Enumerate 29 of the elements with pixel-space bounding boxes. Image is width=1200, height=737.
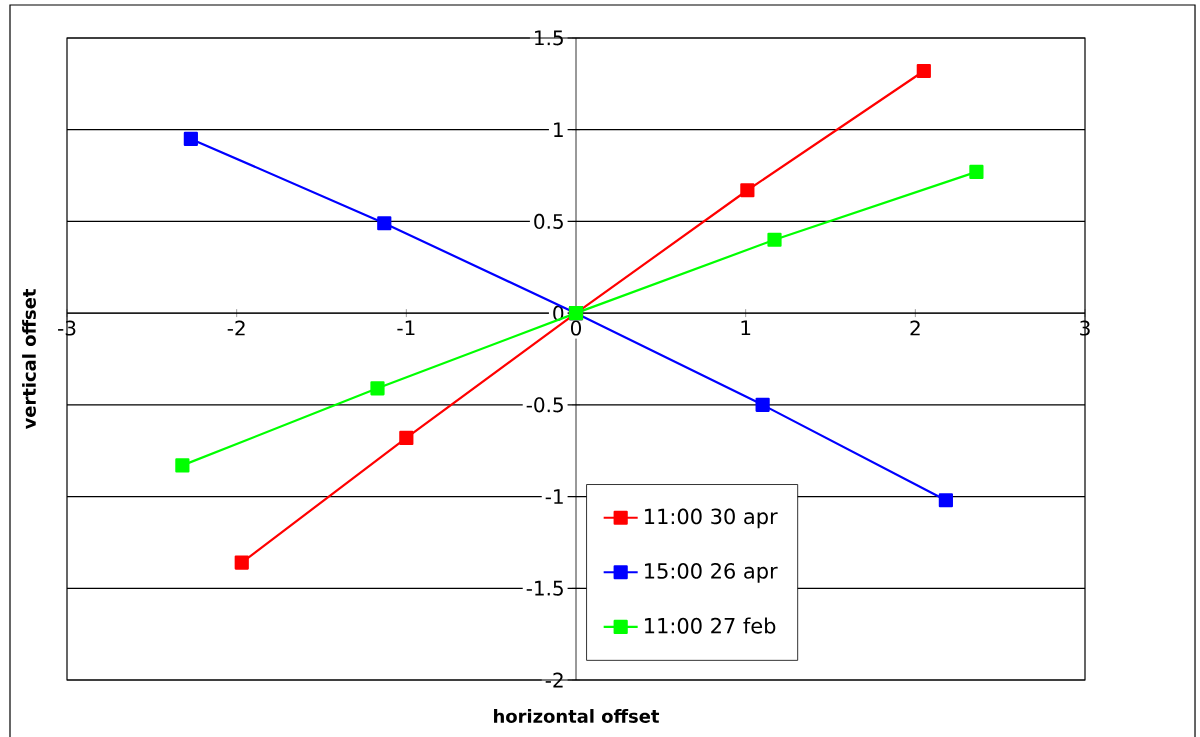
legend-label: 11:00 27 feb [645, 617, 776, 634]
y-tick-label: 0.5 [534, 213, 563, 229]
point [916, 63, 931, 79]
point [755, 397, 770, 412]
point [938, 493, 953, 508]
legend-label: 15:00 26 apr [645, 562, 778, 583]
y-tick-label: -0.5 [526, 397, 563, 413]
point [969, 164, 984, 179]
point [377, 216, 392, 231]
point [175, 458, 190, 473]
x-tick-label: -2 [227, 320, 245, 336]
legend-label: 11:00 30 apr [645, 508, 778, 529]
y-tick-label: -1 [545, 489, 563, 504]
y-tick-label: -1.5 [526, 580, 563, 596]
point [399, 430, 414, 445]
x-axis-title: horizontal offset [494, 709, 660, 723]
point [370, 381, 385, 396]
x-tick-label: -1 [397, 320, 415, 336]
point [183, 131, 198, 146]
x-tick-label: 2 [910, 320, 920, 336]
y-tick-label: 1 [554, 122, 563, 137]
point [234, 555, 249, 570]
y-tick-label: -2 [545, 672, 563, 688]
y-tick-label: 1.5 [535, 30, 563, 46]
x-tick-label: 1 [741, 320, 751, 336]
y-axis-title: vertical offset [22, 289, 36, 430]
point [767, 232, 782, 247]
point [740, 183, 755, 198]
x-tick-label: 0 [570, 320, 582, 336]
